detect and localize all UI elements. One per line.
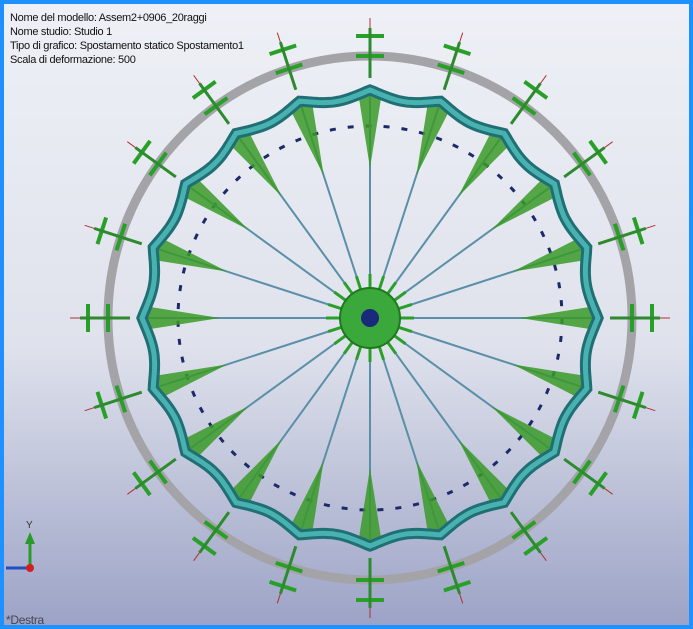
hub-fixture xyxy=(342,281,354,295)
hub-fixture xyxy=(377,275,386,290)
fixture-stem xyxy=(442,545,462,595)
spoke-load-cone xyxy=(491,406,560,461)
spoke-load-cone xyxy=(288,99,324,176)
spoke-load-cone xyxy=(358,468,382,544)
hub-fixture xyxy=(354,346,363,361)
triad-label: Y xyxy=(26,520,33,531)
spoke-load-cone xyxy=(180,175,249,230)
fixture-stem xyxy=(198,82,231,125)
hub-center xyxy=(361,309,379,327)
spoke-load-cone xyxy=(358,92,382,168)
hub-fixture xyxy=(386,341,398,355)
hub-fixture xyxy=(327,325,342,334)
wheel-model: Y xyxy=(6,18,670,618)
fixture-stem xyxy=(563,457,606,490)
spoke-load-cone xyxy=(227,128,282,197)
hub-fixture xyxy=(398,302,413,311)
triad: Y xyxy=(6,520,35,572)
hub-fixture xyxy=(377,346,386,361)
fixture-stem xyxy=(597,226,647,246)
spoke-load-cone xyxy=(151,236,228,272)
fixture-stem xyxy=(93,226,143,246)
spoke-load-cone xyxy=(520,306,596,330)
fixture-stem xyxy=(134,146,177,179)
hub-fixture xyxy=(354,275,363,290)
hub-fixture xyxy=(342,341,354,355)
fixture-stem xyxy=(442,41,462,91)
hub-fixture xyxy=(333,334,347,346)
hub-fixture xyxy=(393,334,407,346)
fixture-stem xyxy=(278,545,298,595)
deformed-rim-highlight xyxy=(139,87,601,549)
hub-fixture xyxy=(398,325,413,334)
triad-y-arrow xyxy=(25,532,35,544)
spoke-load-cone xyxy=(288,460,324,537)
fixture-stem xyxy=(278,41,298,91)
wheel-parts xyxy=(70,18,670,618)
hub-fixture xyxy=(327,302,342,311)
spoke-load-cone xyxy=(491,175,560,230)
spoke-load-cone xyxy=(458,128,513,197)
fixture-stem xyxy=(93,390,143,410)
fixture-stem xyxy=(198,511,231,554)
fixture-stem xyxy=(563,146,606,179)
info-line: Scala di deformazione: 500 xyxy=(10,54,136,66)
spoke-load-cone xyxy=(458,439,513,508)
spoke-load-cone xyxy=(144,306,220,330)
fixture-stem xyxy=(597,390,647,410)
triad-origin xyxy=(26,564,34,572)
info-line: Tipo di grafico: Spostamento statico Spo… xyxy=(10,40,244,52)
hub-fixture xyxy=(386,281,398,295)
spoke-load-cone xyxy=(416,460,452,537)
spoke-load-cone xyxy=(227,439,282,508)
view-label: *Destra xyxy=(6,613,44,627)
info-line: Nome studio: Studio 1 xyxy=(10,26,112,38)
fixture-stem xyxy=(509,511,542,554)
fixture-stem xyxy=(134,457,177,490)
spoke-load-cone xyxy=(416,99,452,176)
spoke-load-cone xyxy=(151,364,228,400)
spoke-load-cone xyxy=(512,236,589,272)
fixture-stem xyxy=(509,82,542,125)
info-line: Nome del modello: Assem2+0906_20raggi xyxy=(10,12,207,24)
spoke-load-cone xyxy=(180,406,249,461)
spoke-load-cone xyxy=(512,364,589,400)
hub-fixture xyxy=(393,290,407,302)
hub-fixture xyxy=(333,290,347,302)
